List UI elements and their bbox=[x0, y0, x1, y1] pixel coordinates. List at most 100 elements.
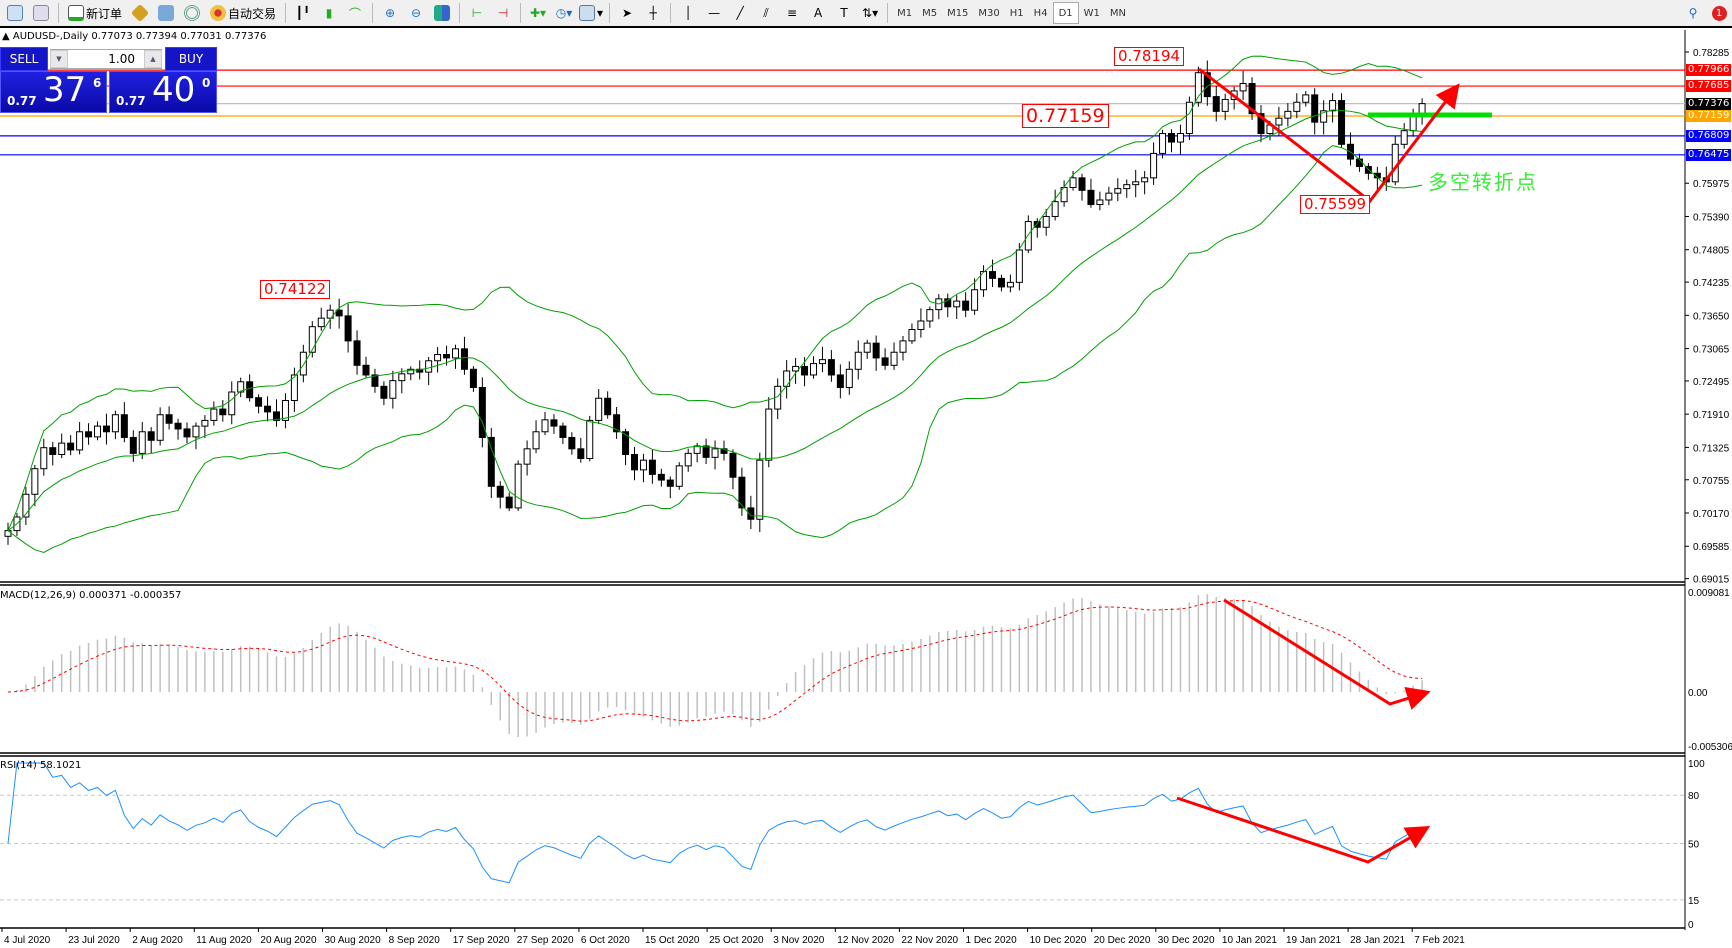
market-watch-icon[interactable] bbox=[30, 2, 52, 24]
bear-candle[interactable] bbox=[577, 448, 585, 459]
fibonacci-icon[interactable]: ≡ bbox=[787, 6, 798, 20]
bull-candle[interactable] bbox=[1069, 177, 1077, 188]
timeframe-m30[interactable]: M30 bbox=[978, 7, 1000, 19]
bear-candle[interactable] bbox=[836, 374, 844, 388]
timeframe-d1[interactable]: D1 bbox=[1052, 2, 1079, 24]
bull-candle[interactable] bbox=[1024, 221, 1032, 251]
bear-candle[interactable] bbox=[989, 271, 996, 279]
bull-candle[interactable] bbox=[210, 408, 218, 421]
bull-candle[interactable] bbox=[308, 326, 316, 353]
bull-candle[interactable] bbox=[1006, 281, 1014, 288]
lot-size-input[interactable]: 1.00 ▼ ▲ bbox=[50, 49, 162, 69]
trendline-icon[interactable]: ╱ bbox=[736, 6, 744, 20]
bear-candle[interactable] bbox=[1212, 96, 1220, 112]
bear-candle[interactable] bbox=[496, 485, 504, 498]
terminal-icon[interactable] bbox=[155, 2, 177, 24]
timeframe-mn[interactable]: MN bbox=[1109, 7, 1126, 19]
bear-candle[interactable] bbox=[604, 397, 612, 416]
macd-trend-arrows[interactable] bbox=[1223, 598, 1431, 710]
bull-candle[interactable] bbox=[890, 351, 898, 366]
bear-candle[interactable] bbox=[881, 357, 889, 366]
bull-candle[interactable] bbox=[514, 463, 522, 509]
text-icon[interactable]: A bbox=[813, 6, 823, 20]
text-label-icon[interactable]: T bbox=[840, 6, 848, 20]
bull-candle[interactable] bbox=[1284, 110, 1292, 119]
bull-candle[interactable] bbox=[1239, 83, 1247, 92]
bull-candle[interactable] bbox=[156, 414, 164, 441]
bear-candle[interactable] bbox=[801, 365, 809, 376]
bull-candle[interactable] bbox=[1293, 101, 1301, 112]
auto-scroll-icon[interactable]: ⊢ bbox=[471, 6, 483, 20]
bull-candle[interactable] bbox=[711, 448, 719, 458]
zoom-out-icon[interactable]: ⊖ bbox=[411, 6, 422, 20]
bull-candle[interactable] bbox=[541, 419, 549, 433]
timeframe-h1[interactable]: H1 bbox=[1009, 7, 1024, 19]
lot-increase-button[interactable]: ▲ bbox=[144, 50, 162, 68]
bull-candle[interactable] bbox=[425, 360, 433, 373]
bear-candle[interactable] bbox=[1168, 133, 1175, 143]
bull-candle[interactable] bbox=[192, 425, 200, 438]
bull-candle[interactable] bbox=[523, 448, 531, 465]
bull-candle[interactable] bbox=[434, 354, 442, 362]
bull-candle[interactable] bbox=[40, 447, 48, 470]
bull-candle[interactable] bbox=[76, 431, 84, 451]
bear-candle[interactable] bbox=[648, 459, 656, 475]
price-trend-arrows[interactable] bbox=[1198, 67, 1460, 204]
arrows-icon[interactable]: ⇅▾ bbox=[862, 6, 879, 20]
bull-candle[interactable] bbox=[1015, 249, 1023, 283]
bear-candle[interactable] bbox=[219, 408, 227, 416]
level-label[interactable]: 0.77159 bbox=[1022, 104, 1109, 128]
auto-trading-button[interactable]: 自动交易 bbox=[207, 2, 279, 24]
bear-candle[interactable] bbox=[550, 419, 558, 427]
bull-candle[interactable] bbox=[1409, 115, 1417, 132]
bull-candle[interactable] bbox=[908, 329, 916, 342]
bear-candle[interactable] bbox=[344, 315, 352, 342]
swing-high-label[interactable]: 0.74122 bbox=[260, 280, 331, 299]
bear-candle[interactable] bbox=[246, 381, 254, 399]
timeframe-w1[interactable]: W1 bbox=[1083, 7, 1100, 19]
turning-point-text[interactable]: 多空转折点 bbox=[1428, 170, 1538, 194]
bull-candle[interactable] bbox=[1096, 199, 1104, 206]
tile-windows-icon[interactable] bbox=[431, 2, 453, 24]
bear-candle[interactable] bbox=[102, 425, 110, 433]
rsi-trend-arrows[interactable] bbox=[1176, 796, 1431, 864]
bear-candle[interactable] bbox=[487, 436, 495, 487]
bear-candle[interactable] bbox=[335, 309, 343, 317]
chart-shift-icon[interactable]: ⊣ bbox=[497, 6, 509, 20]
timeframe-h4[interactable]: H4 bbox=[1033, 7, 1048, 19]
bull-candle[interactable] bbox=[111, 414, 119, 433]
bull-candle[interactable] bbox=[1221, 98, 1229, 112]
line-chart-icon[interactable]: ⌒ bbox=[349, 6, 362, 21]
bear-candle[interactable] bbox=[666, 479, 674, 487]
timeframe-m15[interactable]: M15 bbox=[947, 7, 969, 19]
bear-candle[interactable] bbox=[460, 348, 468, 370]
bear-candle[interactable] bbox=[872, 342, 880, 359]
chart-window-icon[interactable] bbox=[4, 2, 26, 24]
bear-candle[interactable] bbox=[702, 445, 710, 458]
templates-icon[interactable]: ▾ bbox=[579, 2, 603, 24]
bull-candle[interactable] bbox=[237, 381, 245, 393]
bull-candle[interactable] bbox=[407, 368, 415, 375]
bull-candle[interactable] bbox=[926, 309, 934, 322]
signal-icon[interactable] bbox=[181, 2, 203, 24]
bear-candle[interactable] bbox=[1355, 158, 1363, 167]
bull-candle[interactable] bbox=[1123, 184, 1131, 190]
buy-button[interactable]: BUY bbox=[165, 47, 217, 71]
bull-candle[interactable] bbox=[1275, 117, 1283, 126]
bull-candle[interactable] bbox=[899, 340, 907, 353]
bear-candle[interactable] bbox=[67, 442, 75, 451]
lot-decrease-button[interactable]: ▼ bbox=[50, 50, 68, 68]
bull-candle[interactable] bbox=[1185, 101, 1193, 135]
bull-candle[interactable] bbox=[299, 351, 307, 376]
bull-candle[interactable] bbox=[317, 317, 325, 328]
bull-candle[interactable] bbox=[693, 445, 701, 454]
bear-candle[interactable] bbox=[264, 405, 272, 413]
bear-candle[interactable] bbox=[1078, 177, 1086, 191]
bear-candle[interactable] bbox=[944, 298, 952, 308]
bear-candle[interactable] bbox=[255, 397, 263, 407]
zoom-in-icon[interactable]: ⊕ bbox=[385, 6, 396, 20]
bear-candle[interactable] bbox=[183, 428, 191, 438]
equidistant-channel-icon[interactable]: ⫽ bbox=[763, 5, 769, 20]
bear-candle[interactable] bbox=[362, 364, 370, 376]
